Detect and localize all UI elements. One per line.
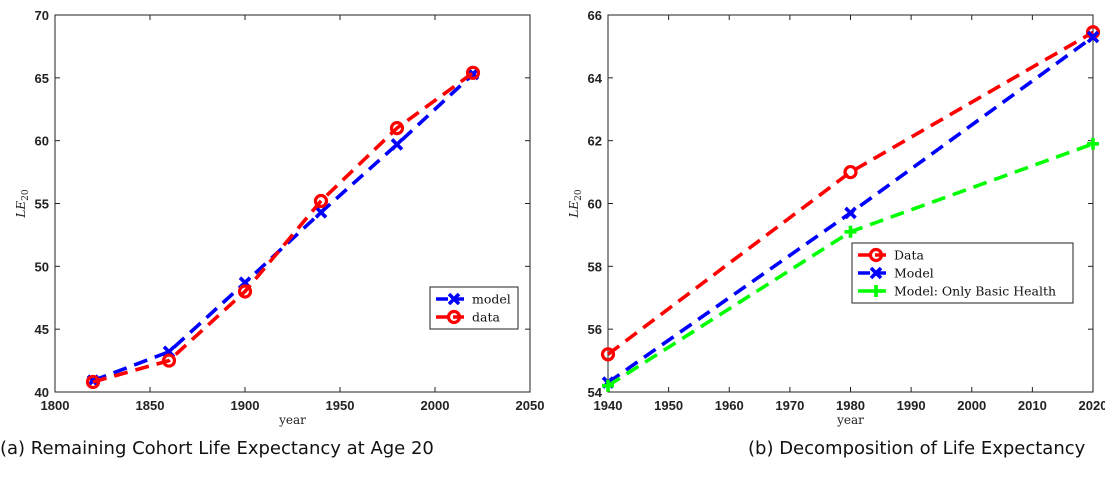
y-tick-label: 58 [588, 259, 602, 274]
legend-marker [447, 292, 461, 306]
legend-marker [869, 266, 883, 280]
y-tick-label: 60 [35, 134, 49, 149]
x-tick-label: 1960 [715, 398, 744, 413]
y-tick-label: 45 [35, 322, 49, 337]
legend-entry: Data [894, 248, 924, 263]
series-model-only-basic-health [602, 137, 1099, 392]
y-tick-label: 66 [588, 8, 602, 23]
x-tick-label: 2000 [957, 398, 986, 413]
series-line [606, 30, 1094, 356]
series-line [92, 71, 475, 384]
x-tick-label: 1850 [136, 398, 165, 413]
legend: Data Model Model: Only Basic Health [851, 242, 1074, 304]
data-point [602, 379, 614, 392]
legend: model data [429, 286, 519, 330]
data-point [465, 65, 481, 80]
x-tick-label: 1950 [654, 398, 683, 413]
data-point [600, 347, 616, 362]
series-model [86, 67, 480, 387]
y-tick-label: 55 [35, 197, 49, 212]
legend-box [429, 286, 519, 330]
x-tick-label: 1950 [326, 398, 355, 413]
data-point [237, 284, 253, 299]
y-tick-label: 65 [35, 71, 49, 86]
caption-b: (b) Decomposition of Life Expectancy [748, 438, 1086, 459]
data-point [313, 193, 329, 209]
data-point [389, 121, 405, 136]
legend-entry: data [472, 310, 500, 325]
series-line [606, 35, 1095, 385]
legend-box [851, 242, 1074, 304]
data-point [843, 164, 858, 180]
plot-area-frame [54, 14, 531, 393]
y-axis-label: LE20 [14, 189, 31, 218]
data-point [1086, 30, 1100, 44]
legend-entry: model [472, 292, 511, 307]
x-tick-label: 1800 [41, 398, 70, 413]
legend-marker [868, 247, 884, 263]
y-tick-label: 56 [588, 322, 602, 337]
x-tick-label: 1970 [775, 398, 804, 413]
series-line [92, 72, 475, 383]
plot-area-frame [607, 14, 1094, 393]
data-point [161, 353, 177, 368]
x-tick-label: 1980 [836, 398, 865, 413]
y-tick-label: 40 [35, 385, 49, 400]
data-point [844, 225, 857, 238]
chart-life-expectancy-age-20: 1800 1850 1900 1950 2000 2050 40 45 50 55 60 65 70 ye… [14, 8, 545, 427]
legend-entry: Model: Only Basic Health [894, 284, 1056, 299]
x-tick-label: 1990 [897, 398, 926, 413]
caption-a: (a) Remaining Cohort Life Expectancy at … [0, 438, 434, 459]
y-tick-label: 64 [588, 71, 603, 86]
x-axis-label: year [836, 413, 864, 427]
y-tick-label: 62 [588, 134, 602, 149]
data-point [314, 206, 328, 219]
x-axis-label: year [278, 413, 306, 427]
legend-marker [446, 309, 462, 325]
x-tick-label: 2050 [516, 398, 545, 413]
x-tick-label: 1900 [231, 398, 260, 413]
y-axis-label: LE20 [567, 189, 584, 218]
x-tick-label: 2010 [1018, 398, 1047, 413]
legend-entry: Model [894, 266, 934, 281]
y-tick-label: 60 [588, 197, 602, 212]
y-tick-label: 50 [35, 259, 49, 274]
x-tick-label: 1940 [594, 398, 623, 413]
data-point [844, 206, 857, 220]
y-tick-label: 70 [35, 8, 49, 23]
series-data [600, 25, 1101, 362]
y-tick-label: 54 [588, 385, 603, 400]
series-model [601, 30, 1100, 389]
chart-decomposition-life-expectancy: 1940 1950 1960 1970 1980 1990 2000 2010 2020 54 56… [567, 8, 1105, 427]
data-point [390, 138, 404, 151]
data-point [1087, 137, 1099, 150]
series-data [85, 65, 481, 390]
legend-marker [870, 285, 882, 297]
x-tick-label: 2020 [1079, 398, 1105, 413]
x-tick-label: 2000 [421, 398, 450, 413]
data-point [85, 374, 101, 390]
